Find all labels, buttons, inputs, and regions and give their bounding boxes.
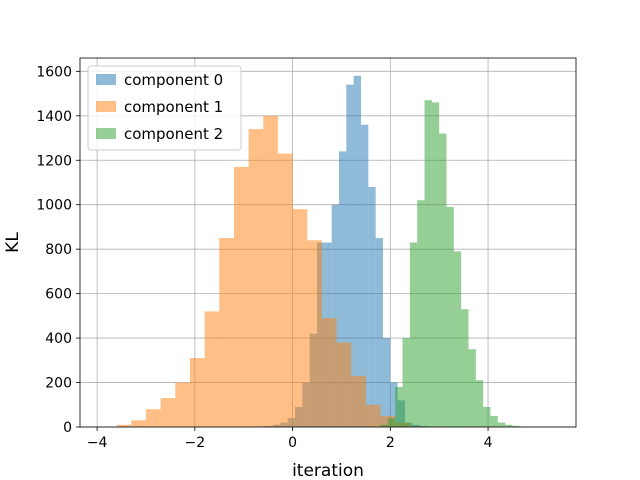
histogram-bar [263,115,278,428]
axis-ticks: −4 −2 0 2 4 0 200 400 600 800 1000 1200 1400 1600 [36,64,492,451]
legend-swatch [96,101,116,112]
legend-box [87,65,242,151]
histogram-bar [336,342,352,427]
histogram-bar [346,84,354,428]
histogram-bar [461,309,469,427]
series-2-bars [380,100,528,428]
histogram-bar [116,424,132,427]
y-tick-label: 600 [45,287,72,303]
histogram-bar [505,424,513,427]
legend-swatch [96,128,116,139]
legend-swatch [96,74,116,85]
x-tick-label: 4 [484,435,493,451]
histogram-bar [292,209,308,427]
histogram-bar [338,151,347,427]
y-tick-label: 1600 [36,64,72,80]
histogram-bar [189,358,205,427]
histogram-bar [360,124,369,428]
histogram-bar [387,418,396,427]
y-tick-label: 0 [63,420,72,436]
histogram-bar [321,318,337,427]
histogram-bar [145,409,161,427]
x-tick-label: −2 [185,435,206,451]
histogram-bar [512,425,520,427]
y-tick-label: 400 [45,331,72,347]
histogram-bar [204,311,220,427]
histogram-bar [382,338,391,427]
histogram-bar [307,240,322,427]
histogram-bar [375,238,383,427]
x-axis-label: iteration [292,461,364,480]
histogram-bar [365,404,381,427]
histogram-bar [277,153,293,427]
histogram-bar [131,420,146,427]
histogram-bar [475,380,484,427]
y-tick-label: 200 [45,376,72,392]
histogram-bar [453,251,462,427]
histogram-bar [219,238,234,427]
y-tick-label: 800 [45,242,72,258]
legend-label: component 1 [124,98,223,116]
histogram-bar [439,133,447,427]
y-tick-label: 1000 [36,198,72,214]
histogram-bar [446,206,454,427]
histogram-bar [497,422,506,427]
histogram-bar [490,415,498,427]
legend-label: component 2 [124,125,223,143]
histogram-bar [368,186,376,427]
histogram-bar [431,102,440,428]
histogram-bar [417,200,425,427]
histogram-bar [424,100,432,428]
histogram-bars [116,75,528,428]
histogram-bar [409,242,418,427]
series-1-bars [116,115,410,428]
legend: component 0 component 1 component 2 [87,65,242,151]
histogram-bar [353,75,361,427]
histogram-bar [402,338,410,427]
histogram-bar [380,424,388,427]
x-tick-label: 2 [386,435,395,451]
histogram-bar [351,375,366,427]
x-tick-label: 0 [288,435,297,451]
histogram-bar [248,129,264,428]
histogram-bar [468,349,476,427]
y-axis-label: KL [3,232,23,253]
histogram-bar [390,382,398,427]
y-tick-label: 1400 [36,109,72,125]
x-tick-label: −4 [87,435,108,451]
histogram-bar [331,204,339,427]
histogram-bar [395,386,403,427]
histogram-bar [233,166,249,427]
histogram-bar [160,398,176,427]
plot-frame [79,57,577,428]
histogram-bar [483,406,491,427]
histogram-bar [175,382,190,427]
legend-label: component 0 [124,71,223,89]
y-tick-label: 1200 [36,153,72,169]
